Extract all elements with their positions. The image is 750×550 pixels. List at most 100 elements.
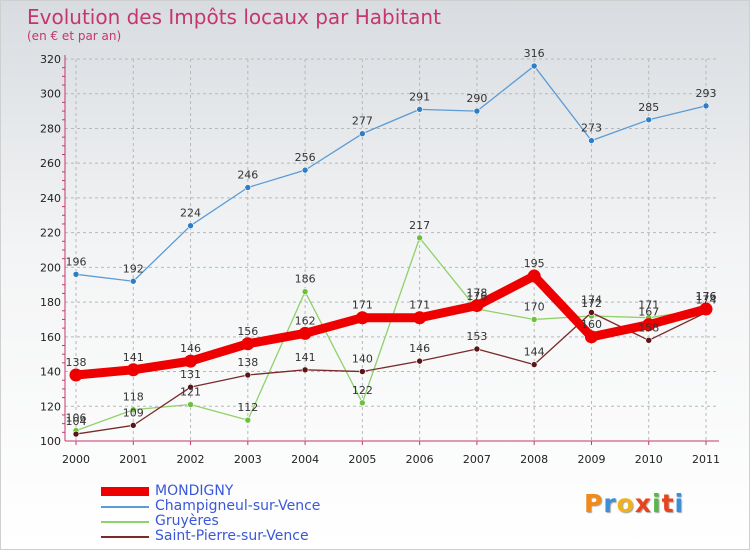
point-champigneul-sur-vence [530, 62, 538, 70]
chart-subtitle: (en € et par an) [27, 29, 122, 43]
legend-item-champigneul-sur-vence: Champigneul-sur-Vence [101, 499, 320, 514]
data-label-champigneul-sur-vence: 285 [638, 101, 659, 114]
legend-swatch [101, 505, 149, 508]
point-saint-pierre-sur-vence [645, 336, 653, 344]
point-champigneul-sur-vence [702, 102, 710, 110]
y-tick-label: 320 [40, 53, 61, 66]
grid-lines [65, 58, 719, 442]
y-tick-label: 300 [40, 88, 61, 101]
point-mondigny [69, 368, 83, 382]
data-label-mondigny: 162 [295, 314, 316, 327]
axes: 100 120 140 160 180 200 220 240 260 280 300 320 2000… [40, 53, 720, 466]
point-saint-pierre-sur-vence [244, 371, 252, 379]
chart-title: Evolution des Impôts locaux par Habitant [27, 5, 441, 29]
data-label-mondigny: 195 [524, 257, 545, 270]
data-label-saint-pierre-sur-vence: 174 [581, 294, 602, 307]
point-mondigny [584, 330, 598, 344]
legend-item-mondigny: MONDIGNY [101, 484, 320, 499]
y-tick-label: 280 [40, 122, 61, 135]
x-tick-label: 2011 [692, 453, 720, 466]
series-lines [69, 62, 713, 438]
point-champigneul-sur-vence [359, 130, 366, 137]
point-champigneul-sur-vence [645, 116, 653, 124]
data-label-saint-pierre-sur-vence: 109 [123, 406, 144, 419]
legend: MONDIGNY Champigneul-sur-Vence Gruyères Sai… [101, 484, 320, 544]
logo-letter: r [603, 489, 617, 518]
x-tick-label: 2010 [635, 453, 663, 466]
point-gruyeres [530, 316, 538, 323]
data-label-mondigny: 160 [581, 318, 602, 331]
point-champigneul-sur-vence [72, 271, 80, 278]
x-tick-label: 2004 [291, 453, 319, 466]
point-mondigny [413, 311, 427, 325]
point-mondigny [184, 354, 198, 368]
point-champigneul-sur-vence [588, 137, 595, 144]
logo-letter: P [584, 489, 604, 518]
legend-swatch [101, 520, 149, 523]
data-label-gruyeres: 112 [237, 401, 258, 414]
point-champigneul-sur-vence [244, 184, 252, 191]
y-tick-label: 120 [40, 400, 61, 413]
data-label-saint-pierre-sur-vence: 138 [237, 356, 258, 369]
series-line-saint-pierre-sur-vence [75, 311, 707, 435]
point-saint-pierre-sur-vence [530, 361, 538, 368]
x-tick-label: 2000 [62, 453, 90, 466]
data-label-champigneul-sur-vence: 277 [352, 115, 373, 128]
point-champigneul-sur-vence [301, 166, 309, 174]
point-saint-pierre-sur-vence [588, 309, 595, 316]
data-label-champigneul-sur-vence: 196 [66, 255, 87, 268]
x-tick-label: 2005 [348, 453, 376, 466]
data-label-mondigny: 141 [123, 351, 144, 364]
logo-letter: i [652, 489, 662, 518]
x-tick-label: 2008 [520, 453, 548, 466]
point-champigneul-sur-vence [129, 277, 137, 285]
data-label-gruyeres: 118 [123, 391, 144, 404]
legend-swatch [101, 535, 149, 538]
data-label-saint-pierre-sur-vence: 141 [295, 351, 316, 364]
data-label-gruyeres: 176 [696, 290, 717, 303]
data-label-champigneul-sur-vence: 224 [180, 207, 201, 220]
data-label-gruyeres: 106 [66, 412, 87, 425]
y-tick-label: 260 [40, 157, 61, 170]
y-tick-label: 220 [40, 227, 61, 240]
data-label-gruyeres: 171 [638, 299, 659, 312]
data-label-mondigny: 171 [409, 299, 430, 312]
data-label-saint-pierre-sur-vence: 140 [352, 353, 373, 366]
data-label-champigneul-sur-vence: 246 [237, 168, 258, 181]
point-mondigny [355, 311, 369, 325]
data-label-saint-pierre-sur-vence: 174 [696, 294, 717, 307]
x-tick-label: 2003 [234, 453, 262, 466]
y-tick-label: 160 [40, 331, 61, 344]
y-tick-label: 200 [40, 261, 61, 274]
data-label-mondigny: 171 [352, 299, 373, 312]
y-tick-label: 240 [40, 192, 61, 205]
x-tick-label: 2006 [406, 453, 434, 466]
data-label-gruyeres: 176 [466, 290, 487, 303]
legend-label: Champigneul-sur-Vence [155, 498, 321, 514]
data-label-saint-pierre-sur-vence: 131 [180, 368, 201, 381]
data-label-saint-pierre-sur-vence: 104 [66, 415, 87, 428]
x-tick-label: 2007 [463, 453, 491, 466]
point-champigneul-sur-vence [473, 107, 481, 115]
x-tick-label: 2001 [119, 453, 147, 466]
legend-item-saint-pierre-sur-vence: Saint-Pierre-sur-Vence [101, 529, 320, 544]
x-tick-label: 2002 [177, 453, 205, 466]
point-saint-pierre-sur-vence [301, 366, 309, 374]
data-label-mondigny: 156 [237, 325, 258, 338]
legend-item-gruyeres: Gruyères [101, 514, 320, 529]
y-tick-label: 180 [40, 296, 61, 309]
point-gruyeres [416, 234, 423, 242]
point-mondigny [699, 302, 713, 316]
data-label-gruyeres: 170 [524, 300, 545, 313]
proxiti-logo: Proxiti [584, 489, 684, 518]
data-label-champigneul-sur-vence: 256 [295, 151, 316, 164]
y-tick-label: 140 [40, 366, 61, 379]
logo-letter: t [661, 489, 675, 518]
data-label-champigneul-sur-vence: 192 [123, 262, 144, 275]
point-mondigny [642, 318, 656, 332]
data-label-saint-pierre-sur-vence: 153 [466, 330, 487, 343]
series-line-mondigny [71, 271, 711, 380]
point-gruyeres [187, 401, 194, 408]
